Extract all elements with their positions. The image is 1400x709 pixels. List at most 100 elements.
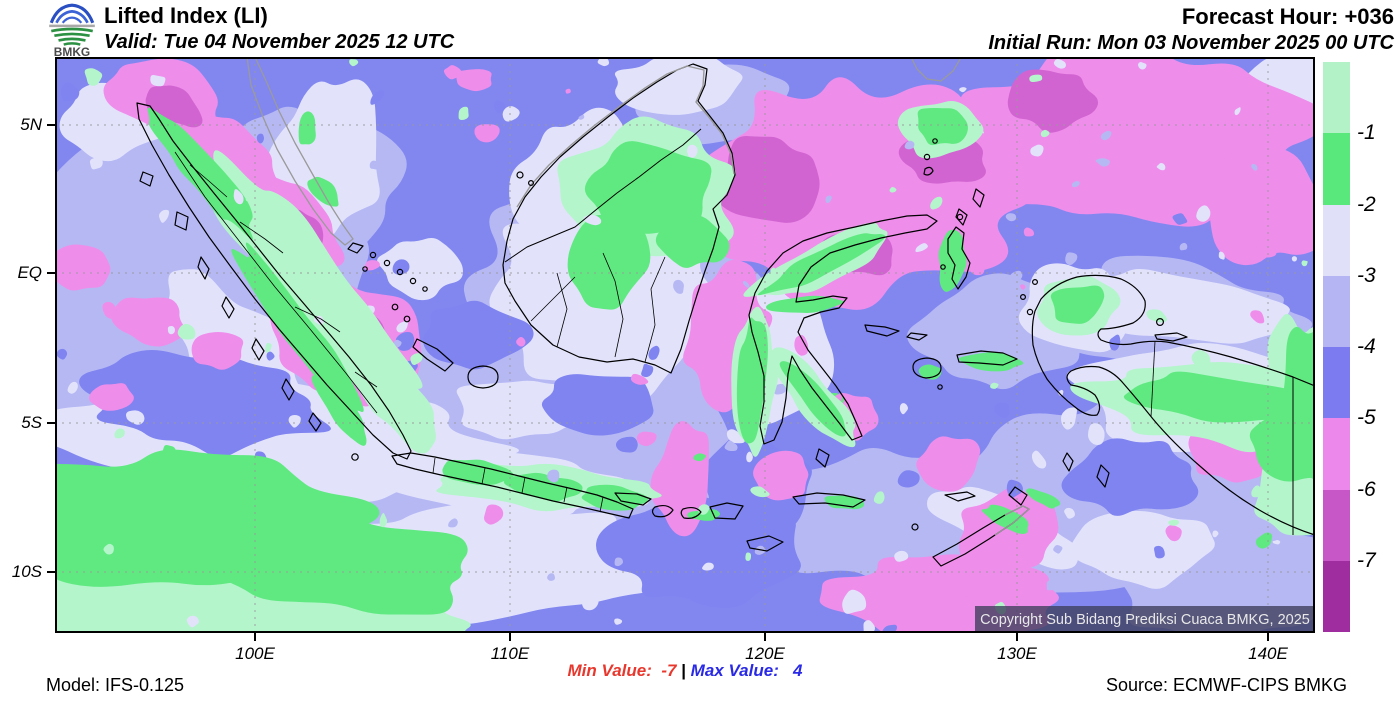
contour-region xyxy=(614,57,743,115)
x-axis-label: 110E xyxy=(490,644,530,663)
island-sumbawa xyxy=(709,502,744,520)
legend-segment xyxy=(1323,418,1350,490)
legend-label: -6 xyxy=(1357,477,1376,501)
speckle xyxy=(668,319,679,330)
speckle xyxy=(1272,540,1281,545)
speckle xyxy=(159,209,170,223)
speckle xyxy=(1023,227,1035,237)
contour-region xyxy=(456,69,492,92)
speckle xyxy=(745,552,752,561)
lifted-index-map: Copyright Sub Bidang Prediksi Cuaca BMKG… xyxy=(55,57,1315,633)
island-bangka xyxy=(412,338,454,372)
speckle xyxy=(894,550,909,562)
island-salawati xyxy=(1019,294,1026,301)
speckle xyxy=(126,410,145,425)
contour-region xyxy=(581,484,648,511)
island-ternate xyxy=(940,264,946,270)
bmkg-logo: BMKG xyxy=(49,3,95,57)
max-value-label: Max Value: 4 xyxy=(690,661,803,680)
speckle xyxy=(410,353,423,366)
island-sula xyxy=(906,332,928,341)
speckle xyxy=(61,82,80,102)
speckle xyxy=(1046,580,1057,591)
speckle xyxy=(873,491,885,504)
speckle xyxy=(393,339,402,348)
contour-region xyxy=(736,317,768,444)
contour-region xyxy=(567,215,651,310)
contour-region xyxy=(1203,143,1315,266)
speckle xyxy=(364,260,380,271)
contour-region xyxy=(1279,326,1315,479)
y-axis-label: 5S xyxy=(21,413,42,432)
speckle xyxy=(516,336,526,347)
speckle xyxy=(150,74,166,87)
island-sumba xyxy=(746,535,784,552)
mindanao-coast xyxy=(910,57,962,82)
legend-segment xyxy=(1323,489,1350,561)
speckle xyxy=(1057,389,1064,397)
speckle xyxy=(396,320,409,333)
speckle xyxy=(1031,450,1047,469)
speckle xyxy=(770,500,792,519)
bmkg-logo-text: BMKG xyxy=(54,45,90,57)
speckle xyxy=(547,573,556,581)
island-madura xyxy=(614,492,652,506)
contour-region xyxy=(443,65,463,80)
contour-region xyxy=(330,320,436,454)
speckle xyxy=(1069,133,1080,147)
speckle xyxy=(614,557,623,567)
speckle xyxy=(1053,544,1063,554)
speckle xyxy=(1064,507,1075,519)
speckle xyxy=(392,259,410,275)
speckle xyxy=(395,331,415,351)
contour-region xyxy=(474,124,500,143)
speckle xyxy=(1095,158,1110,167)
mentawai-islands xyxy=(139,171,359,461)
speckle xyxy=(56,348,68,360)
java-province-borders xyxy=(432,457,604,513)
contour-region xyxy=(311,372,367,446)
speckle xyxy=(601,457,612,469)
contour-region xyxy=(917,107,968,146)
contour-region xyxy=(596,495,801,608)
x-axis-tick xyxy=(509,633,511,641)
speckle xyxy=(502,106,520,122)
speckle xyxy=(245,191,251,202)
speckle xyxy=(370,90,385,105)
speckle xyxy=(1009,270,1023,282)
speckle xyxy=(566,451,577,462)
speckle xyxy=(915,243,928,253)
y-axis-label: 10S xyxy=(11,562,42,581)
contour-region xyxy=(715,136,820,223)
speckle xyxy=(1100,130,1112,141)
speckle xyxy=(84,68,103,86)
speckle xyxy=(614,618,623,625)
minmax-values: Min Value: -7 | Max Value: 4 xyxy=(55,661,1315,681)
speckle xyxy=(794,335,809,356)
speckle xyxy=(1020,284,1026,290)
speckle xyxy=(67,381,78,394)
speckle xyxy=(259,328,270,339)
speckle xyxy=(882,624,898,633)
minmax-separator: | xyxy=(676,661,691,680)
island-tanimbar xyxy=(1008,486,1028,506)
speckle xyxy=(1030,144,1044,157)
bmkg-logo-cloud-icon xyxy=(49,3,95,46)
x-axis-label: 100E xyxy=(235,644,275,663)
copyright-text: Copyright Sub Bidang Prediksi Cuaca BMKG… xyxy=(980,612,1310,628)
contour-field xyxy=(55,57,1315,633)
speckle xyxy=(1291,256,1298,262)
speckle xyxy=(89,157,103,170)
speckle xyxy=(851,454,866,468)
map-canvas: Copyright Sub Bidang Prediksi Cuaca BMKG… xyxy=(55,57,1315,633)
x-axis-tick xyxy=(1016,633,1018,641)
speckle xyxy=(583,214,602,226)
speckle xyxy=(687,144,698,158)
x-axis-label: 140E xyxy=(1248,644,1288,663)
island-banggai xyxy=(864,324,900,337)
legend-label: -1 xyxy=(1357,121,1376,145)
speckle xyxy=(904,140,915,150)
speckle xyxy=(379,513,388,528)
legend-label: -3 xyxy=(1357,263,1376,287)
island-borneo xyxy=(502,63,736,374)
